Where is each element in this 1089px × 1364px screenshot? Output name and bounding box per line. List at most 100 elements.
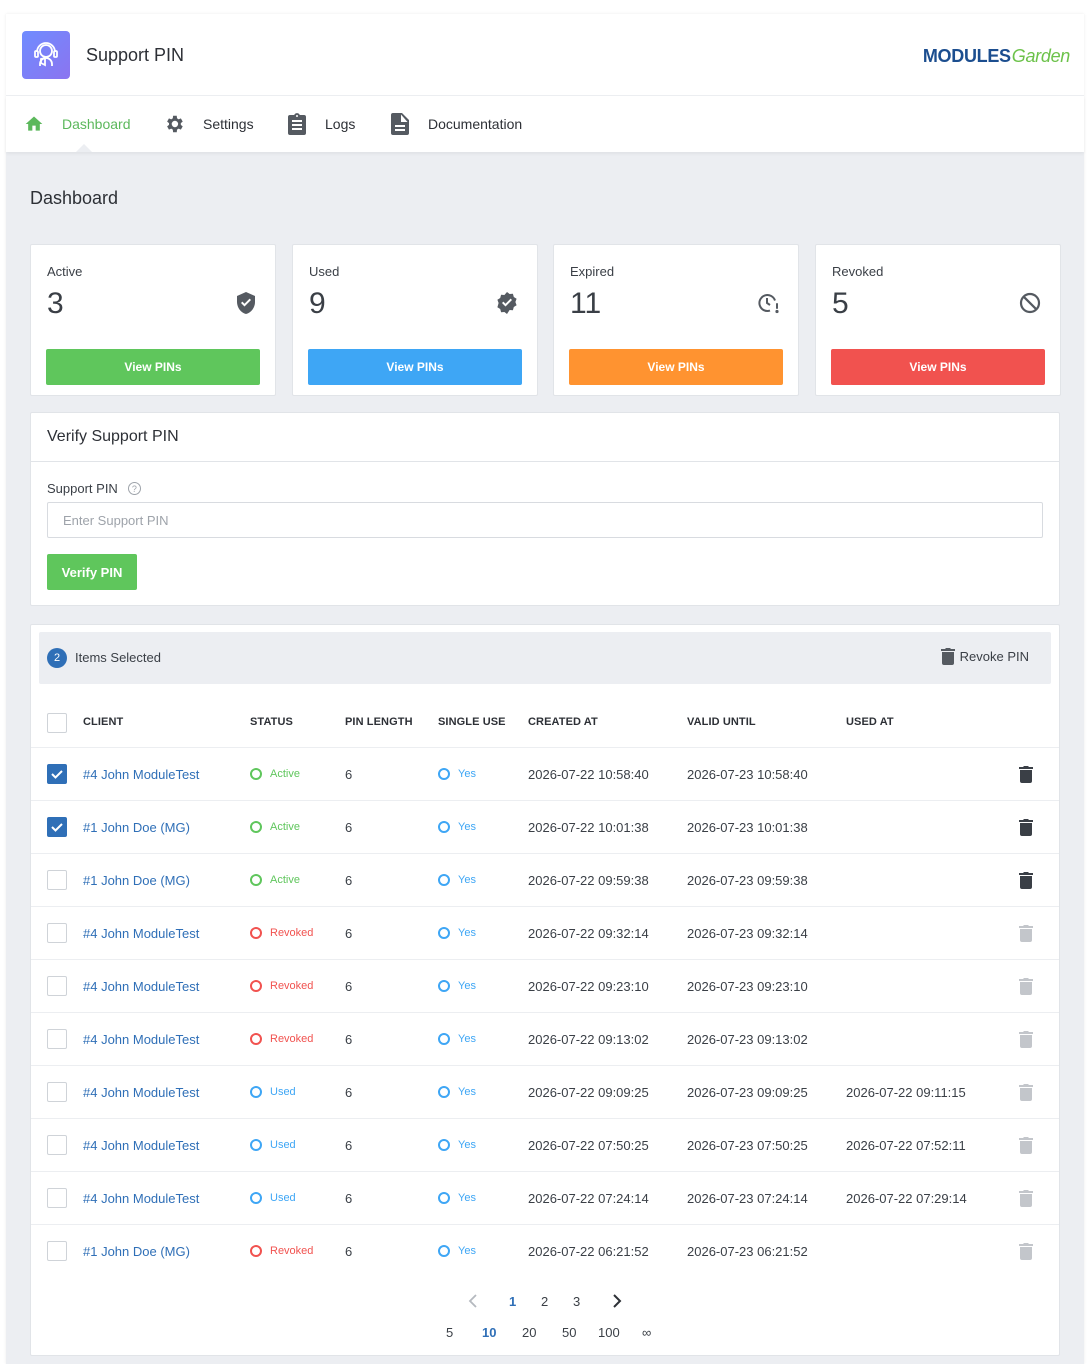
page-3[interactable]: 3 xyxy=(573,1294,581,1309)
row-checkbox[interactable] xyxy=(47,1029,67,1049)
row-checkbox[interactable] xyxy=(47,817,67,837)
client-link[interactable]: #4 John ModuleTest xyxy=(83,767,200,782)
prev-page-icon[interactable] xyxy=(468,1294,478,1308)
valid-until: 2026-07-23 10:01:38 xyxy=(687,820,808,835)
client-link[interactable]: #4 John ModuleTest xyxy=(83,1085,200,1100)
check-icon xyxy=(51,823,63,832)
row-checkbox[interactable] xyxy=(47,1241,67,1261)
row-checkbox[interactable] xyxy=(47,976,67,996)
tab-logs[interactable]: Logs xyxy=(287,96,355,152)
header-created-at[interactable]: CREATED AT xyxy=(528,716,598,728)
single-use-text: Yes xyxy=(458,821,476,833)
status-ring-icon xyxy=(250,1033,262,1045)
client-link[interactable]: #1 John Doe (MG) xyxy=(83,820,190,835)
stat-label: Used xyxy=(309,264,340,279)
view-expired-pins-button[interactable]: View PINs xyxy=(569,349,783,385)
view-used-pins-button[interactable]: View PINs xyxy=(308,349,522,385)
modulesgarden-logo[interactable]: MODULES Garden xyxy=(923,46,1070,67)
pin-length: 6 xyxy=(345,926,353,941)
valid-until: 2026-07-23 09:32:14 xyxy=(687,926,808,941)
single-use-ring-icon xyxy=(438,1245,450,1257)
verify-pin-button[interactable]: Verify PIN xyxy=(47,554,137,590)
pin-length: 6 xyxy=(345,1191,353,1206)
app-frame: Support PIN MODULES Garden Dashboard Set… xyxy=(6,14,1084,1364)
page-title: Dashboard xyxy=(30,188,119,208)
view-active-pins-button[interactable]: View PINs xyxy=(46,349,260,385)
header-status[interactable]: STATUS xyxy=(250,716,293,728)
client-link[interactable]: #4 John ModuleTest xyxy=(83,1191,200,1206)
document-icon xyxy=(391,113,409,135)
table-row: #4 John ModuleTest Used 6 Yes 2026-07-22 07:… xyxy=(31,1118,1059,1171)
pins-table-panel: 2 Items Selected Revoke PIN CLIENT STATU… xyxy=(30,624,1060,1356)
status-text: Active xyxy=(270,821,300,833)
trash-icon[interactable] xyxy=(1019,765,1033,783)
row-checkbox[interactable] xyxy=(47,1082,67,1102)
status-ring-icon xyxy=(250,821,262,833)
help-icon[interactable]: ? xyxy=(127,482,141,495)
table-row: #4 John ModuleTest Revoked 6 Yes 2026-07-22 … xyxy=(31,1012,1059,1065)
clipboard-icon xyxy=(288,113,306,135)
single-use-ring-icon xyxy=(438,874,450,886)
status-badge: Active xyxy=(250,874,300,886)
trash-icon[interactable] xyxy=(1019,871,1033,889)
tab-documentation[interactable]: Documentation xyxy=(390,96,522,152)
tab-settings[interactable]: Settings xyxy=(163,96,254,152)
used-at: 2026-07-22 09:11:15 xyxy=(846,1085,966,1100)
table-row: #1 John Doe (MG) Active 6 Yes 2026-07-22 09:… xyxy=(31,853,1059,906)
used-at: 2026-07-22 07:52:11 xyxy=(846,1138,966,1153)
page-2[interactable]: 2 xyxy=(541,1294,549,1309)
single-use-badge: Yes xyxy=(438,1192,476,1204)
status-ring-icon xyxy=(250,1139,262,1151)
page-size-10[interactable]: 10 xyxy=(482,1325,497,1340)
next-page-icon[interactable] xyxy=(612,1294,622,1308)
header-client[interactable]: CLIENT xyxy=(83,716,124,728)
clock-alert-icon xyxy=(758,294,779,314)
page-size-50[interactable]: 50 xyxy=(562,1325,577,1340)
stat-card-expired: Expired 11 View PINs xyxy=(553,244,799,396)
single-use-text: Yes xyxy=(458,874,476,886)
client-link[interactable]: #4 John ModuleTest xyxy=(83,979,200,994)
client-link[interactable]: #1 John Doe (MG) xyxy=(83,1244,190,1259)
stat-value: 5 xyxy=(832,287,849,320)
revoke-pin-button[interactable]: Revoke PIN xyxy=(940,647,1029,665)
page-size-5[interactable]: 5 xyxy=(446,1325,454,1340)
select-all-checkbox[interactable] xyxy=(47,713,67,733)
revoke-pin-label: Revoke PIN xyxy=(959,648,1029,664)
client-link[interactable]: #4 John ModuleTest xyxy=(83,1032,200,1047)
tab-dashboard-label: Dashboard xyxy=(62,116,131,132)
shield-icon xyxy=(237,292,255,314)
status-badge: Active xyxy=(250,768,300,780)
pin-length: 6 xyxy=(345,1244,353,1259)
row-checkbox[interactable] xyxy=(47,1135,67,1155)
verify-panel: Verify Support PIN Support PIN ? Verify … xyxy=(30,412,1060,606)
single-use-badge: Yes xyxy=(438,768,476,780)
table-row: #4 John ModuleTest Revoked 6 Yes 2026-07-22 … xyxy=(31,959,1059,1012)
page-size-100[interactable]: 100 xyxy=(598,1325,620,1340)
single-use-ring-icon xyxy=(438,768,450,780)
status-text: Active xyxy=(270,874,300,886)
support-agent-icon xyxy=(22,31,70,79)
view-revoked-pins-button[interactable]: View PINs xyxy=(831,349,1045,385)
client-link[interactable]: #4 John ModuleTest xyxy=(83,926,200,941)
row-checkbox[interactable] xyxy=(47,870,67,890)
trash-icon[interactable] xyxy=(1019,818,1033,836)
page-size-20[interactable]: 20 xyxy=(522,1325,537,1340)
single-use-ring-icon xyxy=(438,980,450,992)
status-text: Used xyxy=(270,1086,296,1098)
status-text: Revoked xyxy=(270,980,314,992)
row-checkbox[interactable] xyxy=(47,1188,67,1208)
header-valid-until[interactable]: VALID UNTIL xyxy=(687,716,756,728)
client-link[interactable]: #1 John Doe (MG) xyxy=(83,873,190,888)
page-1[interactable]: 1 xyxy=(509,1294,517,1309)
tab-dashboard[interactable]: Dashboard xyxy=(24,96,131,152)
page-size-all[interactable]: ∞ xyxy=(642,1325,652,1340)
header-used-at[interactable]: USED AT xyxy=(846,716,894,728)
trash-icon xyxy=(940,648,955,665)
trash-icon xyxy=(1019,978,1033,995)
row-checkbox[interactable] xyxy=(47,923,67,943)
row-checkbox[interactable] xyxy=(47,764,67,784)
header-single-use[interactable]: SINGLE USE xyxy=(438,716,506,728)
client-link[interactable]: #4 John ModuleTest xyxy=(83,1138,200,1153)
header-pin-length[interactable]: PIN LENGTH xyxy=(345,716,413,728)
support-pin-input[interactable] xyxy=(47,502,1043,538)
